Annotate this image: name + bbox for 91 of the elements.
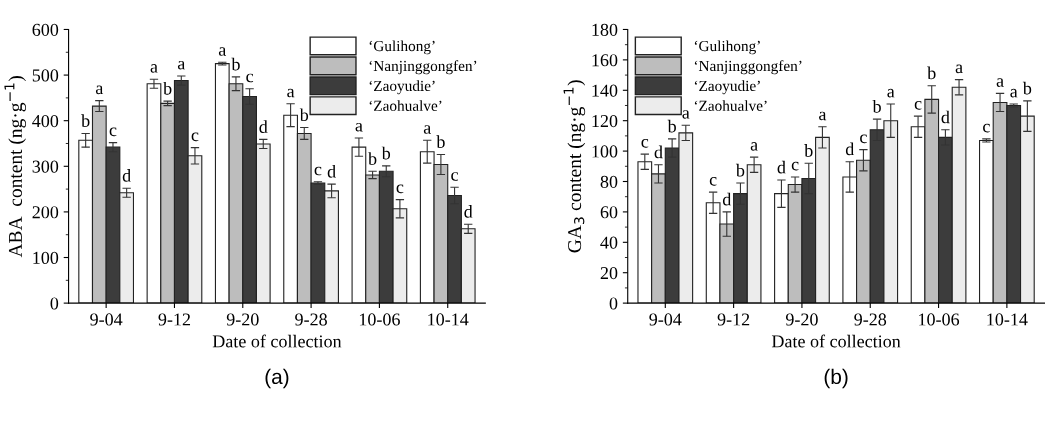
legend-label: ‘Zaohualve’ <box>369 100 442 111</box>
x-tick-label: 9-04 <box>90 313 123 326</box>
data-label: a <box>287 88 295 98</box>
x-tick-label: 9-12 <box>717 313 750 326</box>
data-label: c <box>641 139 649 148</box>
data-label: b <box>735 163 745 177</box>
data-label: c <box>914 100 922 110</box>
data-label: a <box>95 85 104 95</box>
data-label: b <box>231 57 240 71</box>
legend-label: ‘Gulihong’ <box>694 40 760 55</box>
y-tick-label: 160 <box>592 54 618 67</box>
x-tick-label: 10-14 <box>428 313 469 326</box>
data-label: d <box>845 142 855 156</box>
data-label: a <box>819 111 827 121</box>
y-tick-label: 20 <box>600 266 618 280</box>
data-label: b <box>299 108 309 122</box>
data-label: c <box>109 127 117 137</box>
x-tick-label: 10-06 <box>359 313 400 326</box>
y-tick-label: 0 <box>609 297 618 310</box>
data-label: d <box>941 110 950 124</box>
data-label: a <box>750 142 758 151</box>
data-label: d <box>464 205 473 218</box>
y-axis-title: ABA content (ng·g$^{−1}$) <box>4 76 26 258</box>
data-label: c <box>191 132 199 142</box>
data-label: b <box>436 135 445 148</box>
data-label: d <box>777 160 786 174</box>
data-label: a <box>150 64 158 73</box>
data-label: b <box>368 152 377 165</box>
data-label: a <box>423 125 431 134</box>
y-tick-label: 500 <box>32 69 59 82</box>
x-tick-label: 10-14 <box>987 313 1028 326</box>
data-label: c <box>451 172 459 181</box>
data-label: c <box>709 177 717 186</box>
data-label: c <box>314 166 322 176</box>
data-label: b <box>927 66 936 80</box>
legend-label: ‘Zaoyudie’ <box>694 80 760 95</box>
x-axis-title: Date of collection <box>212 334 342 348</box>
data-label: a <box>887 88 895 98</box>
y-tick-label: 60 <box>600 206 618 219</box>
data-label: d <box>122 169 131 182</box>
text: (a) <box>265 368 289 389</box>
y-tick-label: 0 <box>50 297 59 310</box>
data-label: d <box>327 164 336 178</box>
y-tick-label: 100 <box>592 145 618 158</box>
y-tick-label: 180 <box>592 23 618 36</box>
data-label: b <box>804 144 813 157</box>
data-label: b <box>381 146 391 160</box>
y-tick-label: 200 <box>32 206 59 219</box>
y-tick-label: 140 <box>592 84 618 97</box>
data-label: b <box>1022 81 1032 95</box>
data-label: c <box>860 134 867 144</box>
data-label: a <box>218 47 227 56</box>
y-tick-label: 120 <box>592 114 618 128</box>
data-label: a <box>996 78 1004 87</box>
data-label: a <box>955 64 963 74</box>
x-tick-label: 9-28 <box>295 313 327 326</box>
x-tick-label: 9-20 <box>226 313 259 326</box>
x-tick-label: 10-06 <box>919 313 960 326</box>
y-tick-label: 100 <box>33 251 59 264</box>
x-tick-label: 9-20 <box>785 313 818 326</box>
y-tick-label: 40 <box>600 236 618 249</box>
data-label: a <box>1010 88 1018 98</box>
y-tick-label: 300 <box>32 160 59 173</box>
legend-label: ‘Zaoyudie’ <box>369 80 435 95</box>
data-label: d <box>722 192 732 206</box>
data-label: c <box>791 161 799 171</box>
y-tick-label: 600 <box>32 23 59 36</box>
data-label: b <box>81 114 90 128</box>
legend-label: ‘Gulihong’ <box>369 40 435 55</box>
data-label: a <box>682 110 690 119</box>
data-label: d <box>259 120 268 133</box>
x-axis-title: Date of collection <box>771 334 901 348</box>
x-tick-label: 9-28 <box>854 313 887 326</box>
data-label: b <box>667 119 676 133</box>
data-label: c <box>246 73 254 83</box>
legend-label: ‘Nanjinggongfen’ <box>694 60 802 75</box>
y-tick-label: 80 <box>600 175 618 188</box>
y-tick-label: 400 <box>32 114 59 128</box>
data-label: a <box>355 122 363 132</box>
data-label: b <box>872 100 881 113</box>
legend-label: ‘Nanjinggongfen’ <box>369 60 477 75</box>
x-tick-label: 9-04 <box>649 313 682 326</box>
text: (b) <box>824 368 848 389</box>
x-tick-label: 9-12 <box>158 313 191 326</box>
y-axis-title: GA$_{3}$ content (ng·g$^{−1}$) <box>563 80 586 253</box>
data-label: c <box>983 123 990 133</box>
data-label: d <box>654 145 663 159</box>
data-label: c <box>396 184 404 194</box>
data-label: a <box>177 60 186 70</box>
data-label: b <box>163 81 172 95</box>
legend-label: ‘Zaohualve’ <box>694 100 767 111</box>
